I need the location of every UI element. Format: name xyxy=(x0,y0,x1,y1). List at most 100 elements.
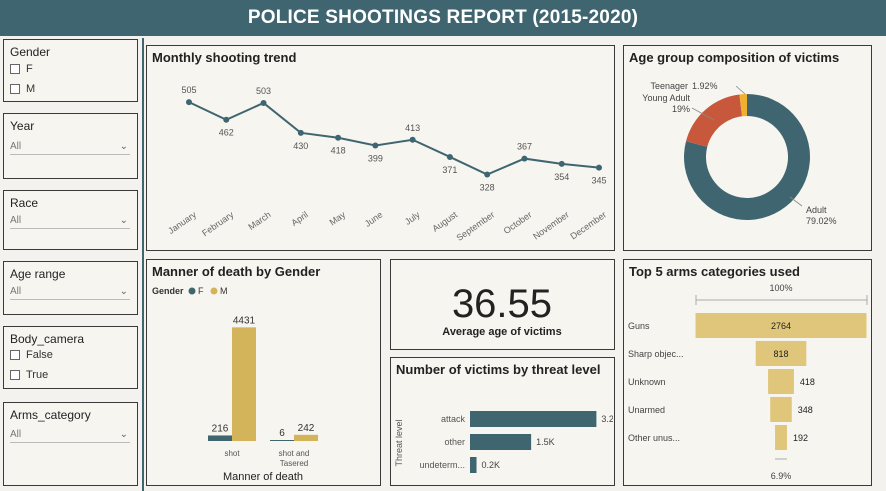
checkbox-icon[interactable] xyxy=(10,84,20,94)
chevron-down-icon[interactable]: ⌄ xyxy=(119,215,128,226)
x-tick-label: October xyxy=(502,209,534,236)
data-label: 418 xyxy=(331,146,346,156)
age-group-chart[interactable]: Age group composition of victims Adult 79… xyxy=(623,45,872,251)
body-camera-option-false[interactable]: False xyxy=(10,349,53,361)
x-tick-label: March xyxy=(246,209,272,232)
x-tick-label: February xyxy=(200,209,236,238)
chevron-down-icon[interactable]: ⌄ xyxy=(119,286,128,297)
bottom-pct-label: 6.9% xyxy=(771,471,792,481)
legend-title: Gender xyxy=(152,286,184,296)
x-tick-label: May xyxy=(328,209,348,227)
bar-value-label: 418 xyxy=(800,377,815,387)
data-label: 371 xyxy=(442,165,457,175)
data-label: 328 xyxy=(480,183,495,193)
data-label: 399 xyxy=(368,154,383,164)
data-point xyxy=(260,99,267,106)
leader-line xyxy=(789,196,803,207)
pie-slice xyxy=(685,94,743,147)
data-label: 462 xyxy=(219,128,234,138)
age-range-slicer: Age range All ⌄ xyxy=(3,261,138,315)
bar-value-label: 3.2K xyxy=(601,414,613,424)
age-range-dropdown-value: All xyxy=(10,286,22,297)
bar-value-label: 4431 xyxy=(233,315,256,326)
gender-option-m[interactable]: M xyxy=(10,83,35,95)
chevron-down-icon[interactable]: ⌄ xyxy=(119,429,128,440)
x-tick-label: August xyxy=(430,209,459,234)
bar-value-label: 1.5K xyxy=(536,437,555,447)
checkbox-icon[interactable] xyxy=(10,64,20,74)
arms-categories-chart[interactable]: Top 5 arms categories used 100% Guns 2764 S… xyxy=(623,259,872,486)
kpi-card: 36.55 Average age of victims xyxy=(390,259,615,350)
data-point xyxy=(446,153,453,160)
threat-level-chart[interactable]: Number of victims by threat level attack… xyxy=(390,357,615,486)
bar xyxy=(470,457,477,473)
arms-category-dropdown-value: All xyxy=(10,429,22,440)
data-point xyxy=(186,99,192,106)
data-label: 354 xyxy=(554,172,569,182)
data-point xyxy=(409,136,416,143)
funnel-bar xyxy=(695,313,867,338)
arms-category-slicer-title: Arms_category xyxy=(10,408,91,422)
checkbox-icon[interactable] xyxy=(10,350,20,360)
age-range-slicer-title: Age range xyxy=(10,267,66,281)
data-point xyxy=(484,171,491,178)
data-point xyxy=(297,129,304,136)
slice-label: Teenager xyxy=(650,81,688,91)
category-label: Other unus... xyxy=(628,433,680,443)
arms-category-dropdown[interactable]: All ⌄ xyxy=(10,427,130,443)
x-tick-label: July xyxy=(403,209,422,227)
bar-value-label: 0.2K xyxy=(482,460,501,470)
monthly-trend-chart[interactable]: Monthly shooting trend 505 January 462 Febr… xyxy=(146,45,615,251)
arms-category-slicer: Arms_category All ⌄ xyxy=(3,402,138,486)
category-label: Unknown xyxy=(628,377,666,387)
data-label: 503 xyxy=(256,86,271,96)
x-tick-label: Tasered xyxy=(280,459,308,468)
data-point xyxy=(372,142,379,149)
slice-pct: 1.92% xyxy=(692,81,718,91)
bar-value-label: 818 xyxy=(773,349,788,359)
body-camera-option-label: False xyxy=(26,349,53,361)
bar-m xyxy=(294,434,318,441)
gender-option-label: F xyxy=(26,63,33,75)
y-tick-label: other xyxy=(444,437,465,447)
gender-option-f[interactable]: F xyxy=(10,63,33,75)
funnel-bar xyxy=(775,425,787,450)
funnel-bar xyxy=(768,369,794,394)
age-group-title: Age group composition of victims xyxy=(629,50,840,65)
gender-slicer: Gender F M xyxy=(3,39,138,102)
bar-f xyxy=(208,435,232,441)
gender-option-label: M xyxy=(26,83,36,95)
x-tick-label: December xyxy=(568,209,608,241)
category-label: Unarmed xyxy=(628,405,665,415)
bar-value-label: 242 xyxy=(298,423,315,434)
slice-label: Young Adult xyxy=(642,93,690,103)
data-label: 345 xyxy=(591,176,606,186)
x-tick-label: June xyxy=(363,209,385,228)
year-dropdown-value: All xyxy=(10,141,22,152)
top-pct-label: 100% xyxy=(769,283,792,293)
pie-slice xyxy=(684,94,810,221)
data-point xyxy=(335,134,342,141)
bar-value-label: 6 xyxy=(279,428,285,439)
data-point xyxy=(223,116,230,123)
manner-of-death-chart[interactable]: Manner of death by Gender Gender F M 216 443… xyxy=(146,259,381,486)
x-tick-label: November xyxy=(531,209,571,241)
body-camera-option-true[interactable]: True xyxy=(10,369,48,381)
y-tick-label: attack xyxy=(441,414,466,424)
report-title: POLICE SHOOTINGS REPORT (2015-2020) xyxy=(0,0,886,36)
gender-slicer-title: Gender xyxy=(10,45,51,59)
race-slicer-title: Race xyxy=(10,196,39,210)
data-label: 413 xyxy=(405,123,420,133)
data-point xyxy=(558,160,565,167)
funnel-bar xyxy=(770,397,792,422)
body-camera-slicer: Body_camera False True xyxy=(3,326,138,389)
year-dropdown[interactable]: All ⌄ xyxy=(10,139,130,155)
pie-slice xyxy=(739,94,747,117)
chevron-down-icon[interactable]: ⌄ xyxy=(119,141,128,152)
kpi-label: Average age of victims xyxy=(442,326,562,338)
checkbox-icon[interactable] xyxy=(10,370,20,380)
manner-of-death-title: Manner of death by Gender xyxy=(152,264,321,279)
race-dropdown[interactable]: All ⌄ xyxy=(10,213,130,229)
age-range-dropdown[interactable]: All ⌄ xyxy=(10,284,130,300)
